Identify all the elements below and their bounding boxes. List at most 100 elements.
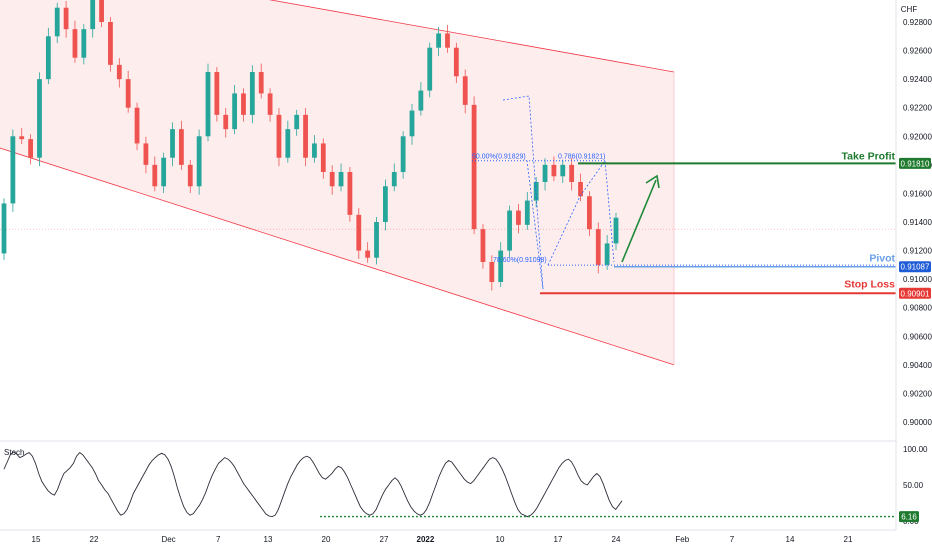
candle-body: [498, 250, 504, 282]
svg-text:0.91087: 0.91087: [901, 263, 930, 272]
candle-body: [480, 229, 486, 262]
candle-body: [347, 172, 353, 215]
candle-body: [303, 114, 308, 158]
candle-body: [374, 222, 379, 258]
time-tick-label: 10: [496, 535, 505, 544]
candle-body: [54, 7, 60, 37]
candle-body: [453, 47, 459, 77]
candle-body: [285, 129, 291, 158]
candle-body: [356, 214, 362, 251]
price-tick-label: 0.90000: [903, 418, 932, 427]
candle-body: [471, 104, 477, 230]
price-tick-label: 0.92800: [903, 18, 932, 27]
candle-body: [524, 200, 530, 225]
candle-body: [170, 129, 175, 158]
pivot-price-tag: 0.91087: [899, 261, 931, 273]
candle-body: [320, 143, 326, 172]
candle-body: [489, 262, 495, 282]
fib-retracement-path-1: [502, 95, 544, 290]
candle-body: [134, 107, 140, 144]
candle-body: [125, 79, 131, 108]
candle-body: [418, 90, 424, 111]
candle-body: [99, 0, 104, 22]
time-tick-label: 2022: [417, 535, 435, 544]
candle-body: [409, 110, 415, 137]
candle-body: [578, 182, 583, 197]
candle-body: [267, 93, 273, 115]
candle-body: [436, 33, 442, 48]
time-tick-label: Feb: [675, 535, 689, 544]
candle-body: [178, 129, 184, 165]
stop-loss-price-tag: 0.90901: [899, 287, 931, 299]
time-tick-label: 27: [380, 535, 389, 544]
price-tick-label: 0.92400: [903, 75, 932, 84]
price-tick-label: 0.90600: [903, 332, 932, 341]
take-profit-label: Take Profit: [842, 150, 896, 162]
descending-price-channel: [0, 0, 674, 365]
candle-body: [187, 164, 193, 187]
projection-arrow: [621, 174, 660, 263]
candle-body: [90, 0, 96, 30]
candle-body: [10, 136, 16, 204]
price-tick-label: 0.90200: [903, 389, 932, 398]
price-tick-label: 0.91200: [903, 247, 932, 256]
time-axis-ticks[interactable]: 15 22 Dec 7 13 20 27 2022 10 17 24 Feb 7 14 21: [32, 535, 853, 544]
take-profit-price-tag: 0.91810: [899, 157, 931, 169]
time-tick-label: 7: [730, 535, 735, 544]
candle-body: [382, 186, 388, 222]
candle-body: [516, 210, 521, 225]
svg-text:0.90901: 0.90901: [901, 289, 930, 298]
price-axis-ticks[interactable]: 0.92800 0.92600 0.92400 0.92200 0.92000 0.918…: [903, 18, 932, 427]
time-tick-label: 21: [844, 535, 853, 544]
fib-786-upper-label: 0.786(0.91821): [558, 154, 605, 161]
svg-text:6.16: 6.16: [901, 513, 917, 522]
candle-body: [604, 243, 610, 265]
price-tick-label: 0.92000: [903, 132, 932, 141]
candle-body: [143, 143, 149, 165]
candle-body: [1, 203, 7, 254]
candle-body: [108, 22, 113, 65]
time-tick-label: 22: [90, 535, 99, 544]
candle-body: [249, 72, 255, 115]
candle-body: [45, 36, 51, 80]
price-tick-label: 0.91000: [903, 275, 932, 284]
price-tick-label: 0.92600: [903, 47, 932, 56]
candle-body: [551, 164, 557, 177]
candle-body: [241, 93, 246, 115]
price-tick-label: 0.90800: [903, 304, 932, 313]
candle-body: [586, 196, 592, 230]
candle-body: [276, 114, 282, 158]
time-tick-label: 13: [264, 535, 273, 544]
candle-body: [462, 76, 468, 105]
time-tick-label: 15: [32, 535, 41, 544]
stochastic-value-tag: 6.16: [899, 511, 919, 523]
candle-body: [37, 79, 42, 158]
candle-body: [196, 136, 202, 187]
candle-body: [507, 210, 512, 251]
stoch-tick-label: 100.00: [903, 445, 928, 454]
time-tick-label: Dec: [161, 535, 175, 544]
candle-body: [294, 114, 300, 130]
time-tick-label: 20: [322, 535, 331, 544]
candle-body: [569, 164, 575, 182]
candle-body: [161, 157, 167, 187]
channel-upper-line: [268, 0, 675, 73]
candle-body: [232, 93, 238, 130]
price-tick-label: 0.90400: [903, 361, 932, 370]
candle-body: [560, 164, 566, 177]
price-tick-label: 0.91400: [903, 218, 932, 227]
price-tick-label: 0.92200: [903, 104, 932, 113]
candle-body: [63, 7, 69, 30]
candle-body: [595, 229, 601, 265]
candle-body: [205, 72, 211, 137]
svg-text:0.91810: 0.91810: [901, 159, 930, 168]
time-tick-label: 7: [216, 535, 221, 544]
candle-body: [72, 29, 78, 58]
candle-body: [365, 250, 371, 258]
candle-body: [28, 139, 34, 158]
candle-body: [152, 164, 158, 187]
candle-body: [312, 143, 317, 158]
stoch-tick-label: 50.00: [903, 481, 924, 490]
candle-body: [223, 114, 229, 130]
